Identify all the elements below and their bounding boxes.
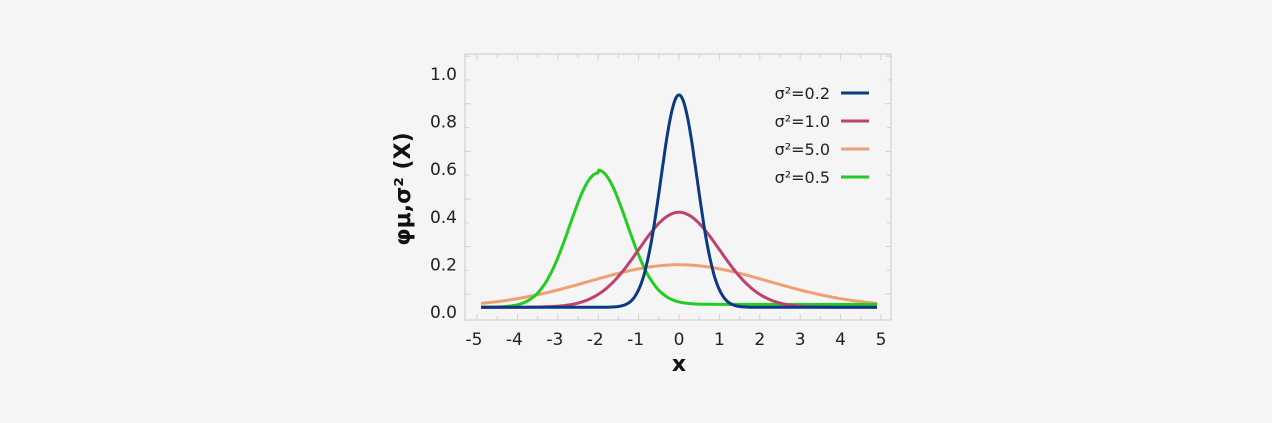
- legend-entry-label: σ²=0.5: [775, 168, 830, 187]
- x-tick-label: 2: [754, 330, 765, 350]
- y-tick-label: 0.2: [430, 255, 457, 275]
- legend: σ²=0.2 σ²=1.0 σ²=5.0 σ²=0.5: [775, 84, 869, 187]
- plot-frame: [464, 53, 892, 321]
- x-tick-label: -3: [546, 330, 563, 350]
- x-tick-label: -2: [587, 330, 604, 350]
- legend-entry-label: σ²=5.0: [775, 140, 830, 159]
- curve-line: [480, 263, 878, 305]
- x-axis-title: x: [672, 352, 686, 377]
- x-tick-label: 4: [835, 330, 846, 350]
- curve-line: [480, 168, 878, 309]
- y-tick-label: 0.0: [430, 303, 457, 323]
- x-tick-label: -4: [506, 330, 523, 350]
- y-tick-label: 0.4: [430, 208, 457, 228]
- x-tick-label: 1: [714, 330, 725, 350]
- curves: [480, 93, 878, 309]
- x-tick-label: -1: [627, 330, 644, 350]
- x-tick-labels: -5 -4 -3 -2 -1 0 1 2 3 4 5: [466, 330, 887, 350]
- y-tick-label: 0.6: [430, 160, 457, 180]
- curve-line: [480, 93, 878, 309]
- x-tick-label: 3: [795, 330, 806, 350]
- x-tick-label: -5: [466, 330, 483, 350]
- legend-entry-label: σ²=0.2: [775, 84, 830, 103]
- y-tick-label: 1.0: [430, 65, 457, 85]
- axis-ticks: [465, 54, 891, 320]
- x-tick-label: 0: [674, 330, 685, 350]
- y-tick-labels: 0.0 0.2 0.4 0.6 0.8 1.0: [430, 65, 457, 323]
- legend-entry-label: σ²=1.0: [775, 112, 830, 131]
- y-tick-label: 0.8: [430, 113, 457, 133]
- x-tick-label: 5: [876, 330, 887, 350]
- y-axis-title: φμ,σ² (X): [391, 132, 416, 245]
